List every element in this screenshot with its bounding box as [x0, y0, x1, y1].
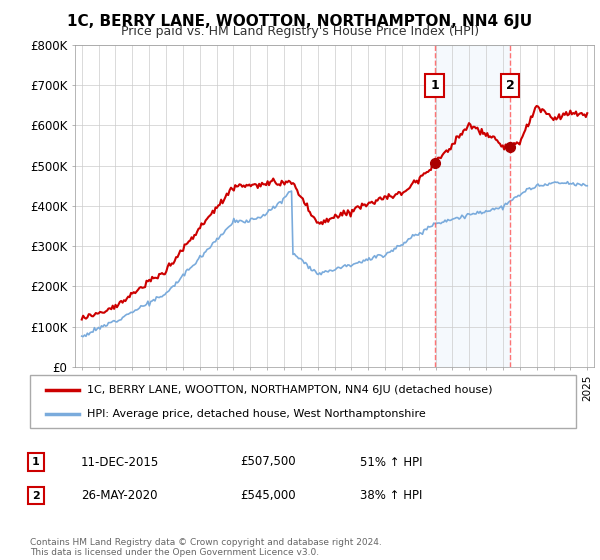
Text: £545,000: £545,000 — [240, 489, 296, 502]
FancyBboxPatch shape — [30, 375, 576, 428]
Text: 38% ↑ HPI: 38% ↑ HPI — [360, 489, 422, 502]
Text: 1C, BERRY LANE, WOOTTON, NORTHAMPTON, NN4 6JU: 1C, BERRY LANE, WOOTTON, NORTHAMPTON, NN… — [67, 14, 533, 29]
Text: 26-MAY-2020: 26-MAY-2020 — [81, 489, 157, 502]
Text: £507,500: £507,500 — [240, 455, 296, 469]
Bar — [435, 45, 510, 367]
Text: 1: 1 — [430, 78, 439, 91]
Text: Contains HM Land Registry data © Crown copyright and database right 2024.
This d: Contains HM Land Registry data © Crown c… — [30, 538, 382, 557]
Text: Price paid vs. HM Land Registry's House Price Index (HPI): Price paid vs. HM Land Registry's House … — [121, 25, 479, 38]
Text: 51% ↑ HPI: 51% ↑ HPI — [360, 455, 422, 469]
Text: 2: 2 — [32, 491, 40, 501]
Text: 1: 1 — [32, 457, 40, 467]
Text: 1C, BERRY LANE, WOOTTON, NORTHAMPTON, NN4 6JU (detached house): 1C, BERRY LANE, WOOTTON, NORTHAMPTON, NN… — [88, 385, 493, 395]
Text: 2: 2 — [506, 78, 514, 91]
Text: HPI: Average price, detached house, West Northamptonshire: HPI: Average price, detached house, West… — [88, 409, 426, 419]
Text: 11-DEC-2015: 11-DEC-2015 — [81, 455, 159, 469]
